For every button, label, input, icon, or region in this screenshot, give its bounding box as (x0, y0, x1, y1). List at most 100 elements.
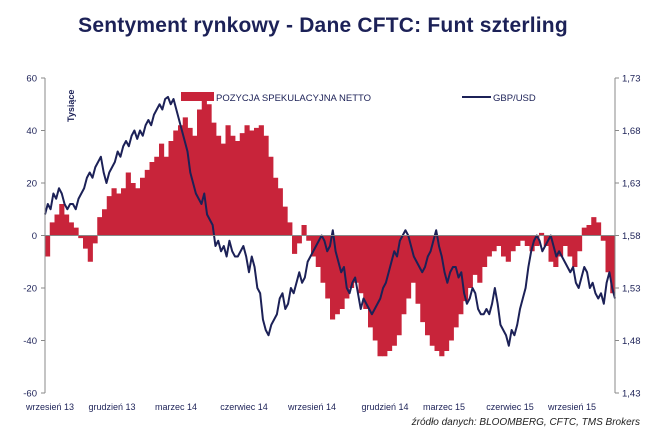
bar (320, 235, 326, 283)
bar (168, 141, 174, 236)
bar (225, 125, 231, 236)
bar (216, 135, 222, 236)
bar (558, 235, 564, 257)
bar-series (45, 96, 616, 357)
bar (235, 141, 241, 236)
bar (144, 169, 150, 236)
y-left-tick-label: -60 (23, 389, 37, 400)
bar (83, 235, 89, 249)
bar (396, 235, 402, 336)
bar (97, 217, 103, 236)
bar (415, 235, 421, 304)
bar (159, 143, 165, 236)
bar (244, 125, 250, 236)
bar (187, 127, 193, 236)
bar (87, 235, 93, 262)
legend: POZYCJA SPEKULACYJNA NETTO GBP/USD (181, 92, 536, 104)
y-axis-label: Tysiące (66, 90, 76, 122)
bar (68, 222, 74, 236)
bar (325, 235, 331, 299)
bar (410, 235, 416, 283)
bar (596, 222, 602, 236)
bar (520, 235, 526, 241)
legend-line-label: GBP/USD (493, 93, 536, 104)
bar (78, 235, 84, 239)
bar (116, 193, 122, 236)
bar (496, 235, 502, 246)
bar (111, 188, 117, 236)
bar (425, 235, 431, 336)
bar (353, 235, 359, 283)
x-tick-label: grudzień 13 (88, 402, 135, 412)
bar (239, 133, 245, 236)
y-left-tick-label: 60 (26, 74, 37, 85)
bar (562, 235, 568, 246)
y-right-tick-label: 1,63 (622, 179, 641, 190)
bar (254, 127, 260, 236)
bar (543, 235, 549, 246)
bar (349, 235, 355, 288)
line-series (44, 95, 616, 347)
x-tick-label: wrzesień 14 (287, 402, 336, 412)
axes: -60 -40 -20 0 20 40 60 1,43 1,48 1,53 1,58 1,63 1,68… (23, 74, 640, 413)
bar (102, 209, 108, 236)
bar (211, 122, 217, 236)
bar (273, 177, 279, 236)
bar (121, 188, 127, 236)
bar (501, 235, 507, 257)
bar (534, 235, 540, 246)
bar (64, 214, 70, 236)
bar (586, 225, 592, 236)
y-right-tick-label: 1,43 (622, 389, 641, 400)
bar (306, 235, 312, 241)
bar (510, 235, 516, 252)
bar (135, 188, 141, 236)
bar (206, 104, 212, 236)
gbpusd-line (44, 95, 616, 347)
bar (220, 143, 226, 236)
bar (301, 225, 307, 236)
bar (154, 156, 160, 236)
bar (106, 196, 112, 236)
y-right-tick-label: 1,68 (622, 126, 641, 137)
bar (311, 235, 317, 257)
bar (140, 177, 146, 236)
bar (482, 235, 488, 267)
x-tick-label: grudzień 14 (361, 402, 408, 412)
y-left-tick-label: -20 (23, 284, 37, 295)
bar (45, 235, 51, 257)
bar (444, 235, 450, 351)
bar (59, 204, 65, 236)
bar (173, 130, 179, 236)
bar (130, 183, 136, 236)
legend-bar-swatch (181, 92, 214, 101)
bar (420, 235, 426, 323)
bar (429, 235, 435, 346)
y-left-tick-label: 0 (32, 231, 37, 242)
bar (387, 235, 393, 351)
legend-bar-label: POZYCJA SPEKULACYJNA NETTO (216, 93, 371, 104)
x-tick-label: marzec 15 (423, 402, 465, 412)
bar (372, 235, 378, 341)
bar (73, 227, 79, 236)
bar (54, 214, 60, 236)
bar (472, 235, 478, 275)
bar (491, 235, 497, 252)
bar (201, 96, 207, 236)
bar (515, 235, 521, 246)
bar (453, 235, 459, 328)
bar (477, 235, 483, 283)
bar (315, 235, 321, 267)
bar (149, 162, 155, 236)
bar (192, 135, 198, 236)
chart-title: Sentyment rynkowy - Dane CFTC: Funt szte… (78, 14, 568, 37)
y-right-tick-label: 1,53 (622, 284, 641, 295)
bar (467, 235, 473, 288)
bar (572, 235, 578, 267)
bar (296, 235, 302, 244)
y-right-tick-label: 1,73 (622, 74, 641, 85)
x-tick-label: wrzesień 15 (547, 402, 596, 412)
bar (406, 235, 412, 299)
bar (401, 235, 407, 315)
